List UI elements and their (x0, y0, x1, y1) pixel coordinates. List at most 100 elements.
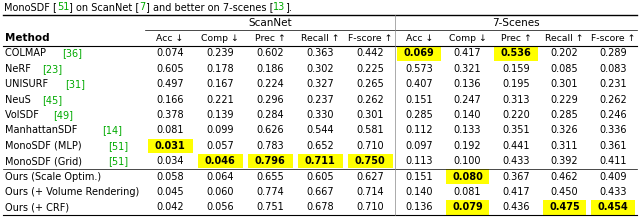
Text: 0.151: 0.151 (405, 171, 433, 182)
Text: ManhattanSDF: ManhattanSDF (5, 125, 81, 135)
Text: 7-Scenes: 7-Scenes (492, 18, 540, 28)
Text: 0.327: 0.327 (306, 79, 334, 89)
Text: MonoSDF (MLP): MonoSDF (MLP) (5, 141, 84, 151)
Text: 0.136: 0.136 (406, 202, 433, 212)
Text: 0.296: 0.296 (256, 95, 284, 105)
Text: 0.136: 0.136 (454, 79, 481, 89)
Text: 0.060: 0.060 (206, 187, 234, 197)
Text: Comp ↓: Comp ↓ (449, 34, 486, 43)
Text: 0.099: 0.099 (206, 125, 234, 135)
Text: 0.042: 0.042 (156, 202, 184, 212)
Text: 13: 13 (273, 2, 285, 12)
Text: Ours (+ CRF): Ours (+ CRF) (5, 202, 69, 212)
Text: F-score ↑: F-score ↑ (348, 34, 392, 43)
Text: 0.351: 0.351 (502, 125, 530, 135)
Text: NeRF: NeRF (5, 64, 34, 74)
Text: Recall ↑: Recall ↑ (301, 34, 339, 43)
Text: 0.433: 0.433 (599, 187, 627, 197)
Text: 0.475: 0.475 (549, 202, 580, 212)
Text: COLMAP: COLMAP (5, 48, 49, 58)
Text: 0.159: 0.159 (502, 64, 530, 74)
Text: 0.367: 0.367 (502, 171, 530, 182)
Bar (248, 154, 292, 168)
Text: 0.751: 0.751 (256, 202, 284, 212)
Bar (198, 154, 243, 168)
Text: 0.407: 0.407 (405, 79, 433, 89)
Bar (348, 154, 392, 168)
Bar (494, 46, 538, 61)
Text: 0.454: 0.454 (597, 202, 628, 212)
Text: 0.436: 0.436 (502, 202, 530, 212)
Text: 0.225: 0.225 (356, 64, 384, 74)
Text: Prec ↑: Prec ↑ (500, 34, 531, 43)
Text: 0.605: 0.605 (306, 171, 334, 182)
Text: [51]: [51] (108, 141, 128, 151)
Text: 0.080: 0.080 (452, 171, 483, 182)
Text: [36]: [36] (62, 48, 82, 58)
Text: 0.667: 0.667 (306, 187, 334, 197)
Text: 0.573: 0.573 (405, 64, 433, 74)
Text: Acc ↓: Acc ↓ (156, 34, 184, 43)
Text: 0.045: 0.045 (156, 187, 184, 197)
Text: 0.139: 0.139 (206, 110, 234, 120)
Text: 0.433: 0.433 (502, 156, 530, 166)
Text: 0.301: 0.301 (356, 110, 384, 120)
Text: 0.113: 0.113 (406, 156, 433, 166)
Text: 0.714: 0.714 (356, 187, 384, 197)
Text: 0.247: 0.247 (454, 95, 481, 105)
Text: ].: ]. (285, 2, 292, 12)
Text: [45]: [45] (42, 95, 62, 105)
Bar (147, 139, 193, 153)
Text: 0.536: 0.536 (500, 48, 531, 58)
Text: Acc ↓: Acc ↓ (406, 34, 433, 43)
Text: 0.034: 0.034 (156, 156, 184, 166)
Text: Method: Method (5, 33, 50, 43)
Text: 0.178: 0.178 (206, 64, 234, 74)
Text: 0.265: 0.265 (356, 79, 384, 89)
Text: 0.140: 0.140 (406, 187, 433, 197)
Text: 0.195: 0.195 (502, 79, 530, 89)
Text: ScanNet: ScanNet (248, 18, 292, 28)
Text: 0.361: 0.361 (599, 141, 627, 151)
Text: 0.289: 0.289 (599, 48, 627, 58)
Text: 0.450: 0.450 (550, 187, 578, 197)
Text: 0.081: 0.081 (454, 187, 481, 197)
Text: 51: 51 (57, 2, 69, 12)
Text: 0.237: 0.237 (306, 95, 334, 105)
Text: 0.326: 0.326 (550, 125, 578, 135)
Text: 0.497: 0.497 (156, 79, 184, 89)
Text: 0.081: 0.081 (156, 125, 184, 135)
Text: 0.626: 0.626 (256, 125, 284, 135)
Bar (397, 46, 441, 61)
Bar (591, 200, 635, 214)
Text: 0.581: 0.581 (356, 125, 384, 135)
Text: 0.064: 0.064 (206, 171, 234, 182)
Text: 0.442: 0.442 (356, 48, 384, 58)
Text: [23]: [23] (42, 64, 63, 74)
Text: 0.239: 0.239 (206, 48, 234, 58)
Text: 0.246: 0.246 (599, 110, 627, 120)
Text: 0.652: 0.652 (306, 141, 334, 151)
Text: Recall ↑: Recall ↑ (545, 34, 584, 43)
Text: 0.069: 0.069 (404, 48, 435, 58)
Text: 0.074: 0.074 (156, 48, 184, 58)
Text: 0.186: 0.186 (256, 64, 284, 74)
Text: 0.462: 0.462 (550, 171, 578, 182)
Text: 0.151: 0.151 (405, 95, 433, 105)
Text: 0.192: 0.192 (454, 141, 481, 151)
Text: 0.311: 0.311 (550, 141, 578, 151)
Text: 0.378: 0.378 (156, 110, 184, 120)
Text: 0.083: 0.083 (599, 64, 627, 74)
Text: 0.229: 0.229 (550, 95, 579, 105)
Text: 0.363: 0.363 (307, 48, 333, 58)
Text: NeuS: NeuS (5, 95, 34, 105)
Text: 0.231: 0.231 (599, 79, 627, 89)
Text: 0.220: 0.220 (502, 110, 530, 120)
Text: 0.710: 0.710 (356, 202, 384, 212)
Text: ] and better on 7-scenes [: ] and better on 7-scenes [ (146, 2, 273, 12)
Text: Ours (+ Volume Rendering): Ours (+ Volume Rendering) (5, 187, 140, 197)
Text: 0.133: 0.133 (454, 125, 481, 135)
Text: 0.710: 0.710 (356, 141, 384, 151)
Text: 0.058: 0.058 (156, 171, 184, 182)
Text: [51]: [51] (108, 156, 129, 166)
